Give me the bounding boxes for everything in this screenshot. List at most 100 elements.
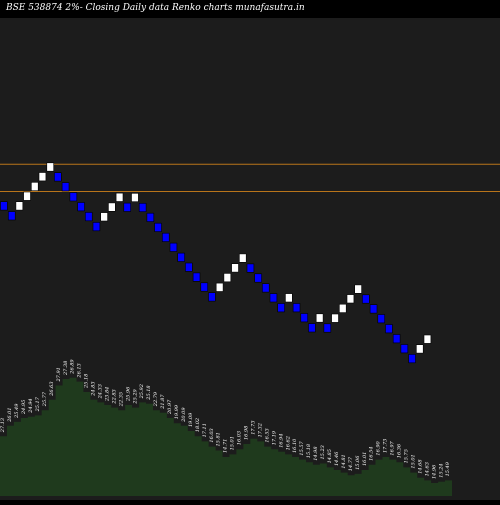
volume-label: 17.73 (383, 439, 389, 453)
volume-label: 25.96 (125, 386, 131, 402)
renko-brick-down (69, 192, 78, 202)
volume-label: 17.73 (251, 420, 257, 434)
renko-brick-up (239, 253, 247, 263)
renko-brick-down (123, 202, 132, 212)
volume-label: 15.81 (216, 432, 222, 446)
volume-label: 27.13 (0, 418, 6, 433)
volume-label: 26.01 (7, 407, 13, 422)
renko-brick-up (331, 313, 339, 323)
renko-brick-up (100, 212, 108, 222)
renko-brick-up (23, 191, 31, 201)
renko-brick-down (292, 303, 301, 313)
volume-label: 16.53 (264, 428, 270, 442)
volume-label: 26.63 (49, 381, 55, 396)
volume-label: 14.96 (431, 464, 437, 479)
volume-label: 24.33 (98, 384, 104, 399)
volume-label: 16.94 (278, 433, 284, 447)
renko-brick-up (231, 263, 239, 273)
volume-fill (0, 377, 452, 496)
volume-label: 24.95 (21, 400, 27, 415)
renko-brick-up (223, 273, 232, 283)
volume-label: 20.09 (181, 407, 187, 423)
volume-label: 14.71 (223, 439, 229, 453)
volume-label: 14.46 (334, 451, 340, 466)
renko-brick-up (415, 344, 424, 354)
renko-brick-up (38, 172, 47, 182)
volume-label: 19.99 (174, 404, 180, 419)
renko-brick-down (362, 294, 370, 304)
volume-label: 15.06 (355, 455, 361, 470)
volume-label: 26.13 (77, 363, 83, 378)
renko-brick-down (392, 334, 401, 344)
volume-label: 27.38 (63, 361, 69, 376)
renko-brick-down (208, 292, 216, 302)
volume-label: 15.18 (306, 444, 312, 458)
volume-label: 17.19 (271, 430, 277, 445)
volume-label: 15.01 (230, 436, 236, 450)
renko-brick-down (377, 314, 385, 324)
volume-label: 25.92 (139, 384, 145, 399)
renko-brick-up (46, 162, 54, 172)
renko-brick-down (277, 303, 285, 313)
renko-brick-down (154, 222, 162, 232)
renko-brick-down (185, 262, 193, 272)
volume-label: 16.10 (292, 438, 298, 453)
volume-label: 17.32 (258, 423, 264, 437)
level-lines (0, 163, 500, 192)
renko-brick-down (54, 172, 62, 182)
renko-brick-down (246, 263, 255, 273)
renko-brick-down (254, 273, 262, 283)
volume-label: 14.77 (348, 456, 354, 471)
renko-brick-down (177, 252, 185, 262)
renko-brick-up (315, 313, 324, 323)
renko-brick-down (200, 282, 209, 292)
volume-label: 15.75 (404, 449, 410, 463)
volume-label: 16.90 (376, 440, 382, 455)
volume-label: 22.79 (153, 391, 159, 407)
volume-label: 15.57 (299, 440, 305, 455)
renko-brick-down (323, 323, 332, 333)
renko-brick-down (8, 211, 16, 221)
volume-label: 24.83 (91, 381, 97, 396)
volume-label: 15.01 (410, 454, 416, 468)
volume-label: 15.23 (320, 445, 326, 459)
renko-brick-up (285, 293, 293, 303)
volume-label: 25.18 (146, 385, 152, 400)
renko-brick-down (261, 283, 270, 293)
volume-label: 19.09 (188, 412, 194, 427)
volume-label: 14.68 (417, 459, 423, 473)
volume-label: 14.81 (341, 454, 347, 468)
volume-label: 16.01 (362, 452, 368, 466)
volume-label: 14.85 (327, 449, 333, 463)
renko-brick-down (162, 232, 170, 242)
renko-bricks (0, 162, 432, 364)
renko-brick-down (0, 201, 8, 211)
renko-brick-down (85, 212, 93, 222)
renko-brick-down (138, 203, 147, 213)
renko-brick-up (346, 294, 355, 304)
renko-brick-up (15, 201, 24, 211)
volume-label: 21.87 (160, 394, 166, 410)
renko-brick-up (131, 193, 139, 203)
renko-brick-down (77, 202, 85, 212)
renko-brick-down (300, 313, 308, 323)
renko-brick-down (385, 324, 393, 334)
volume-label: 15.49 (445, 461, 451, 476)
volume-label: 14.63 (424, 462, 430, 476)
renko-brick-up (338, 303, 347, 313)
volume-label: 25.17 (35, 396, 41, 412)
volume-label: 16.98 (244, 426, 250, 440)
volume-label: 16.97 (390, 440, 396, 455)
renko-brick-up (108, 202, 116, 212)
chart-title: BSE 538874 2%- Closing Daily data Renko … (6, 3, 305, 13)
renko-brick-down (269, 293, 278, 303)
volume-label: 25.49 (14, 403, 20, 419)
volume-label: 20.97 (167, 399, 173, 415)
volume-label: 24.94 (28, 398, 34, 413)
volume-label: 14.98 (313, 446, 319, 460)
renko-brick-down (400, 344, 409, 354)
volume-label: 17.11 (202, 423, 208, 437)
renko-brick-up (423, 334, 432, 344)
